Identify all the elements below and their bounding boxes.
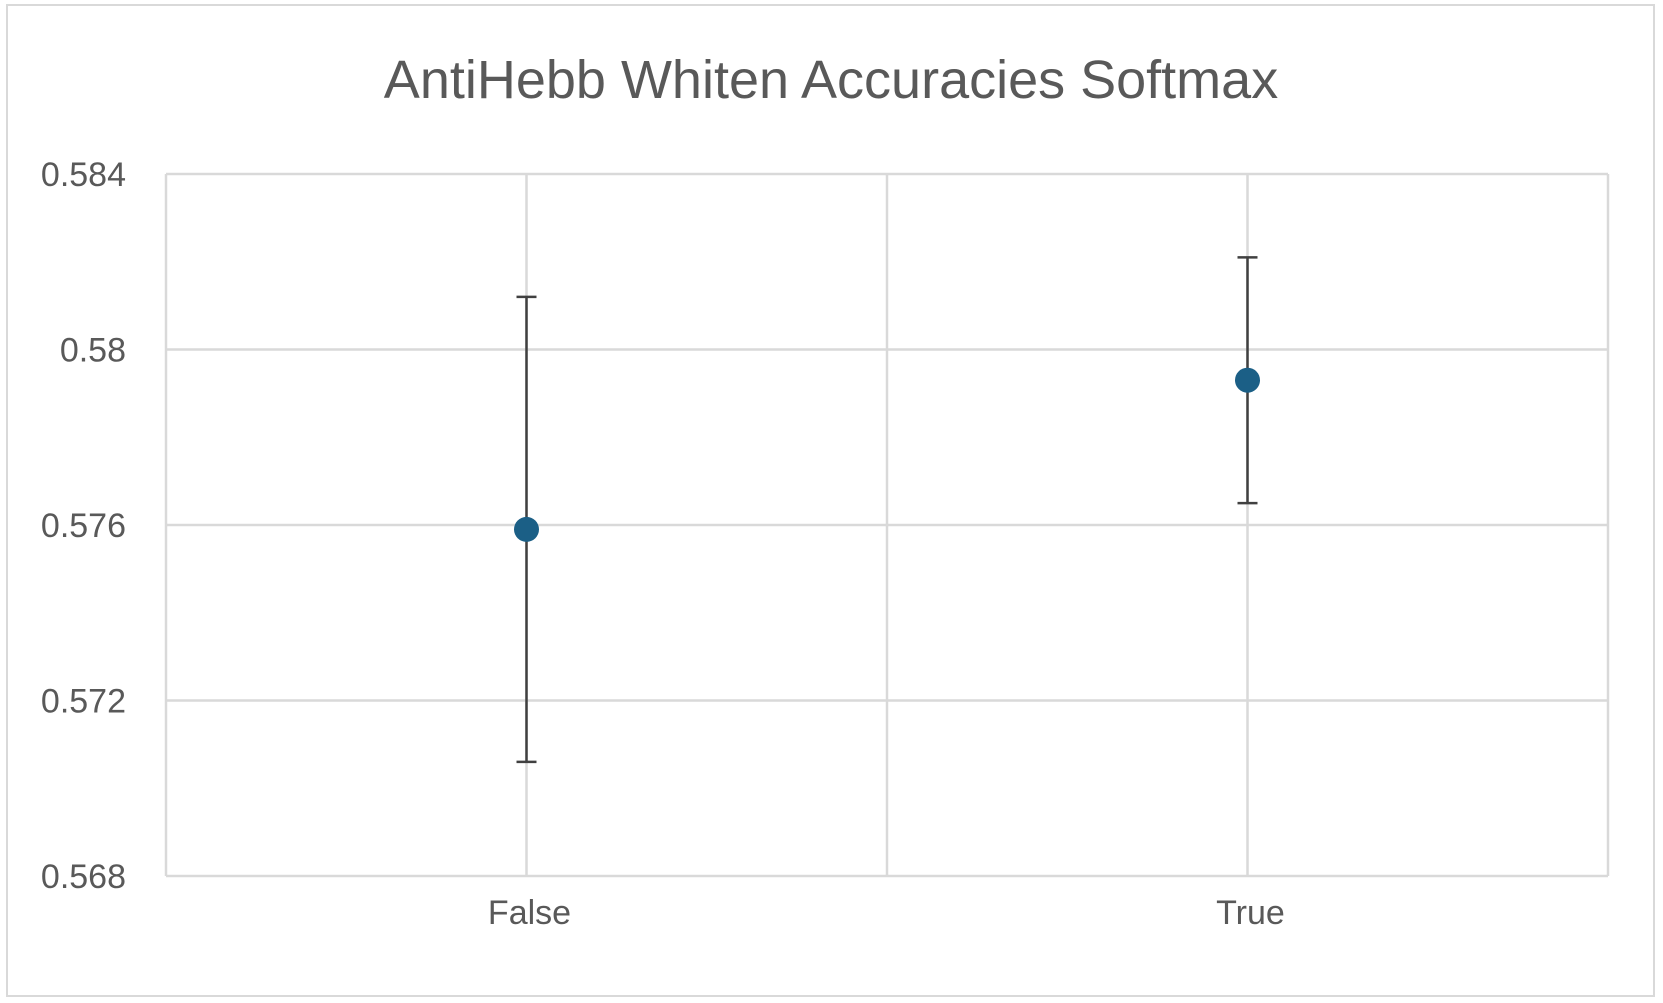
data-point [514,516,539,542]
y-axis-ticks: 0.568 0.572 0.576 0.58 0.584 [41,156,126,896]
data-points [514,367,1260,542]
y-tick-label: 0.584 [41,156,126,194]
chart-title: AntiHebb Whiten Accuracies Softmax [384,50,1278,110]
y-tick-label: 0.568 [41,858,126,896]
x-tick-label: True [1216,894,1285,932]
data-point [1235,367,1260,393]
grid-layer [164,172,1610,878]
x-tick-label: False [488,894,571,932]
y-tick-label: 0.576 [41,507,126,545]
chart-frame [6,4,1655,997]
y-tick-label: 0.58 [60,332,126,370]
x-axis-ticks: False True [488,894,1285,932]
y-tick-label: 0.572 [41,683,126,721]
